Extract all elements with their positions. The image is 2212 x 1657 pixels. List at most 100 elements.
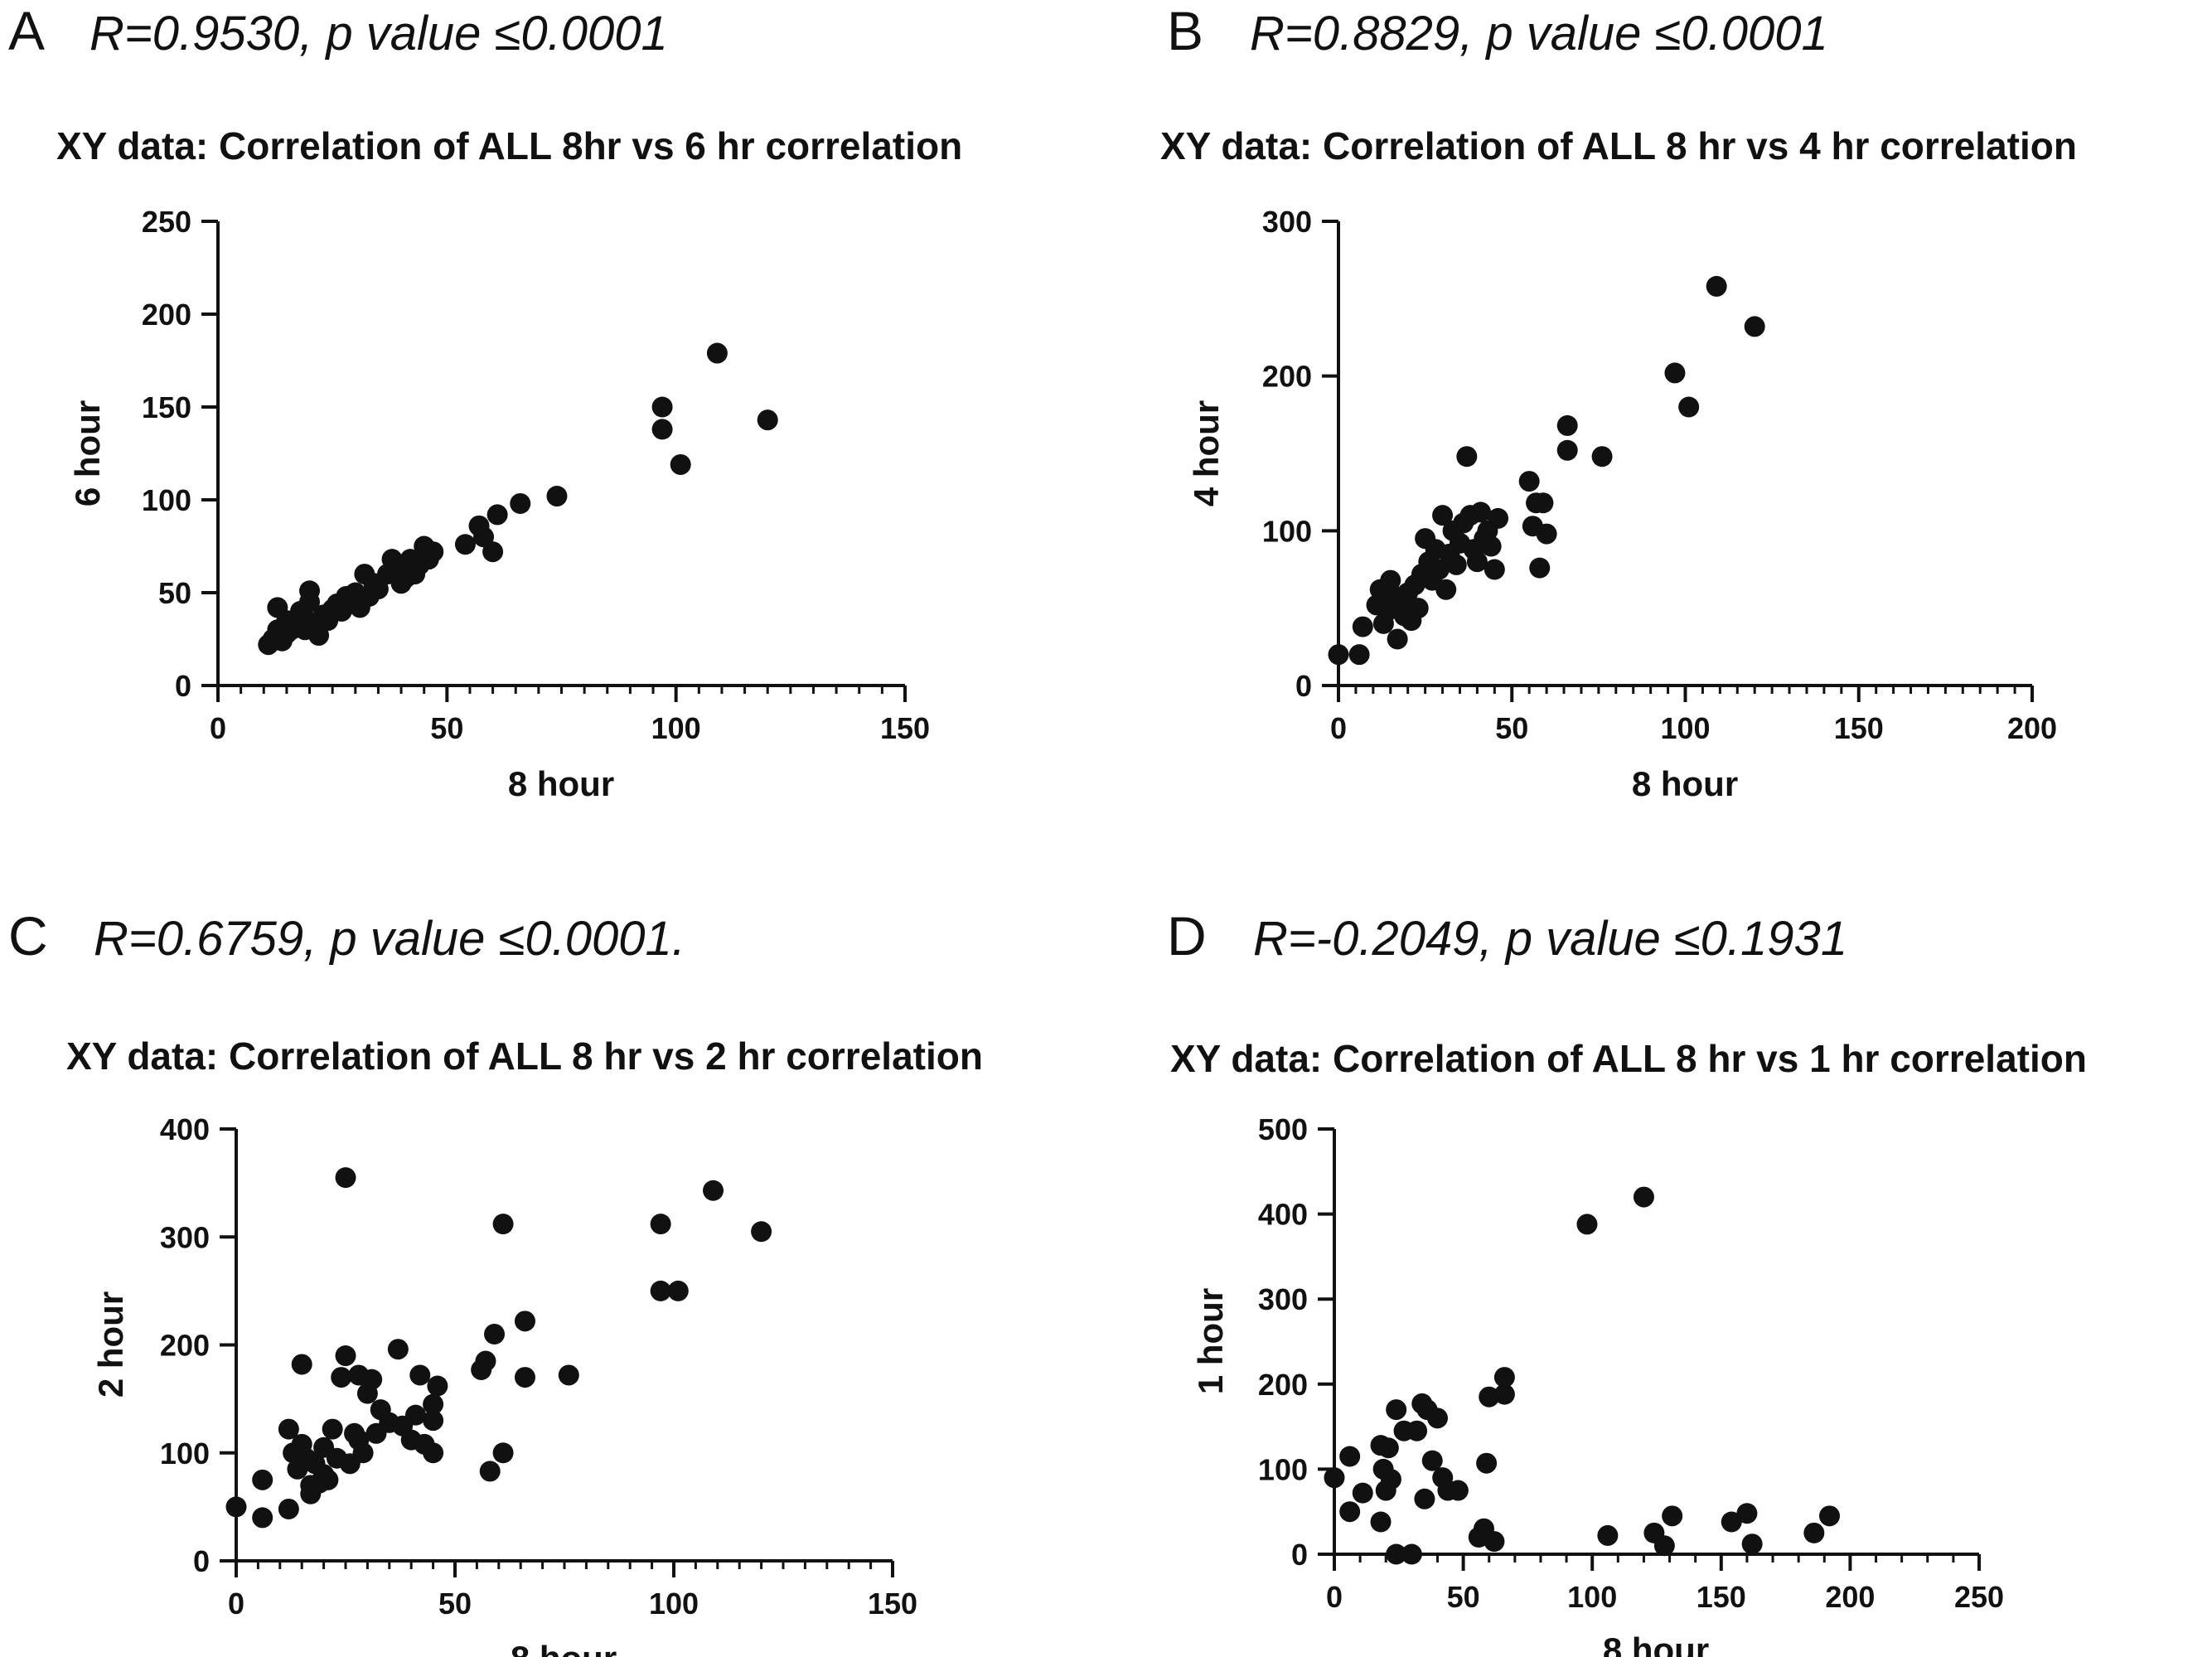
- panel-b-y-tick-label: 100: [1262, 514, 1312, 548]
- panel-d-y-tick-label: 500: [1258, 1112, 1308, 1146]
- panel-a-x-tick-label: 150: [880, 711, 930, 745]
- panel-d-data-point: [1493, 1367, 1515, 1388]
- panel-a-x-tick-label: 50: [430, 711, 463, 745]
- panel-a-x-axis-label: 8 hour: [508, 764, 614, 803]
- panel-a-data-point: [482, 541, 504, 563]
- panel-c-data-point: [409, 1364, 431, 1386]
- panel-b-data-point: [1352, 616, 1373, 637]
- panel-c-data-point: [331, 1367, 352, 1388]
- panel-b-y-tick-label: 300: [1262, 205, 1312, 239]
- panel-b-letter: B: [1167, 0, 1203, 61]
- panel-c-data-point: [514, 1367, 535, 1388]
- panel-c-data-point: [322, 1418, 343, 1440]
- panel-d-data-point: [1421, 1450, 1443, 1471]
- panel-c-data-point: [278, 1418, 299, 1440]
- panel-b-data-point: [1556, 439, 1578, 461]
- panel-b-x-axis-label: 8 hour: [1632, 764, 1738, 803]
- panel-a-x-tick-label: 0: [210, 711, 226, 745]
- panel-b-data-point: [1377, 600, 1398, 622]
- panel-b-data-point: [1432, 505, 1454, 526]
- panel-c-data-point: [484, 1323, 506, 1344]
- panel-b-data-point: [1428, 559, 1450, 580]
- panel-c-data-point: [387, 1339, 409, 1360]
- panel-b-y-tick-label: 0: [1295, 669, 1312, 703]
- panel-a-data-point: [423, 541, 444, 563]
- panel-b-x-tick-label: 0: [1330, 711, 1347, 745]
- panel-d-data-point: [1386, 1543, 1407, 1565]
- panel-b-x-tick-label: 100: [1660, 711, 1710, 745]
- panel-d-data-point: [1493, 1383, 1515, 1405]
- panel-a-y-tick-label: 150: [142, 390, 191, 424]
- panel-a: A R=0.9530, p value ≤0.0001 XY data: Corre…: [8, 0, 962, 803]
- panel-d-data-point: [1597, 1524, 1619, 1546]
- panel-a-data-point: [367, 579, 389, 600]
- panel-a-data-point: [510, 492, 531, 514]
- panel-b-data-point: [1706, 275, 1727, 297]
- panel-b-data-point: [1556, 414, 1578, 436]
- panel-c-data-point: [427, 1375, 448, 1397]
- panel-c-data-point: [317, 1469, 339, 1490]
- panel-b-y-tick-label: 200: [1262, 360, 1312, 394]
- panel-d-data-point: [1386, 1399, 1407, 1421]
- panel-b-data-point: [1456, 446, 1478, 468]
- panel-c-y-tick-label: 0: [193, 1544, 210, 1578]
- panel-b-y-axis-label: 4 hour: [1187, 400, 1226, 506]
- panel-b-data-point: [1664, 362, 1686, 384]
- panel-b-data-point: [1470, 501, 1492, 523]
- panel-d-x-tick-label: 200: [1825, 1580, 1875, 1614]
- panel-c-data-point: [667, 1280, 689, 1301]
- panel-d-points: [1324, 1186, 1841, 1565]
- panel-b-data-point: [1445, 554, 1467, 575]
- panel-c-data-point: [352, 1442, 374, 1464]
- panel-a-points: [258, 342, 778, 656]
- panel-c-data-point: [252, 1469, 273, 1490]
- panel-c-data-point: [225, 1496, 247, 1518]
- panel-c-x-tick-label: 0: [228, 1587, 244, 1621]
- panel-a-data-point: [670, 453, 691, 475]
- panel-d-y-axis-label: 1 hour: [1191, 1288, 1230, 1394]
- panel-d-data-point: [1414, 1488, 1435, 1509]
- panel-a-letter: A: [8, 0, 45, 61]
- panel-b-data-point: [1484, 559, 1505, 580]
- panel-a-data-point: [473, 526, 495, 548]
- panel-b-data-point: [1518, 471, 1540, 492]
- panel-c-data-point: [475, 1350, 496, 1372]
- panel-a-y-tick-label: 50: [158, 576, 191, 610]
- panel-c-y-tick-label: 300: [160, 1220, 210, 1254]
- panel-c-data-point: [423, 1393, 444, 1415]
- panel-d-data-point: [1401, 1543, 1422, 1565]
- panel-c-data-point: [492, 1442, 514, 1464]
- panel-d-data-point: [1324, 1467, 1345, 1489]
- panel-a-y-tick-label: 100: [142, 483, 191, 517]
- panel-c-data-point: [361, 1369, 383, 1390]
- panel-b-data-point: [1744, 316, 1765, 337]
- panel-a-data-point: [299, 591, 321, 613]
- panel-d-data-point: [1736, 1503, 1758, 1524]
- panel-c-data-point: [514, 1311, 535, 1332]
- panel-b-data-point: [1435, 579, 1457, 600]
- panel-d-letter: D: [1167, 905, 1207, 967]
- panel-d-data-point: [1576, 1214, 1598, 1235]
- panel-d-statistic: R=-0.2049, p value ≤0.1931: [1253, 912, 1847, 966]
- panel-c-y-tick-label: 100: [160, 1437, 210, 1470]
- panel-a-y-tick-label: 0: [175, 669, 191, 703]
- panel-b-data-point: [1466, 551, 1488, 573]
- panel-c-data-point: [492, 1214, 514, 1235]
- panel-b-data-point: [1380, 569, 1401, 591]
- panel-a-data-point: [454, 534, 476, 555]
- panel-c-title: XY data: Correlation of ALL 8 hr vs 2 hr…: [66, 1034, 983, 1078]
- panel-a-y-axis-label: 6 hour: [68, 400, 107, 506]
- panel-a-x-tick-label: 100: [651, 711, 701, 745]
- panel-a-data-point: [757, 409, 778, 431]
- panel-c-data-point: [423, 1410, 444, 1432]
- panel-d-data-point: [1352, 1482, 1373, 1504]
- panel-c-y-axis-label: 2 hour: [91, 1291, 130, 1398]
- panel-d-y-tick-label: 100: [1258, 1452, 1308, 1486]
- panel-c-points: [225, 1167, 772, 1529]
- panel-c-x-axis-label: 8 hour: [511, 1639, 617, 1657]
- panel-a-data-point: [651, 396, 673, 418]
- panel-c: C R=0.6759, p value ≤0.0001. XY data: Corr…: [8, 905, 983, 1657]
- panel-d-y-tick-label: 300: [1258, 1282, 1308, 1316]
- panel-d-x-tick-label: 0: [1326, 1580, 1343, 1614]
